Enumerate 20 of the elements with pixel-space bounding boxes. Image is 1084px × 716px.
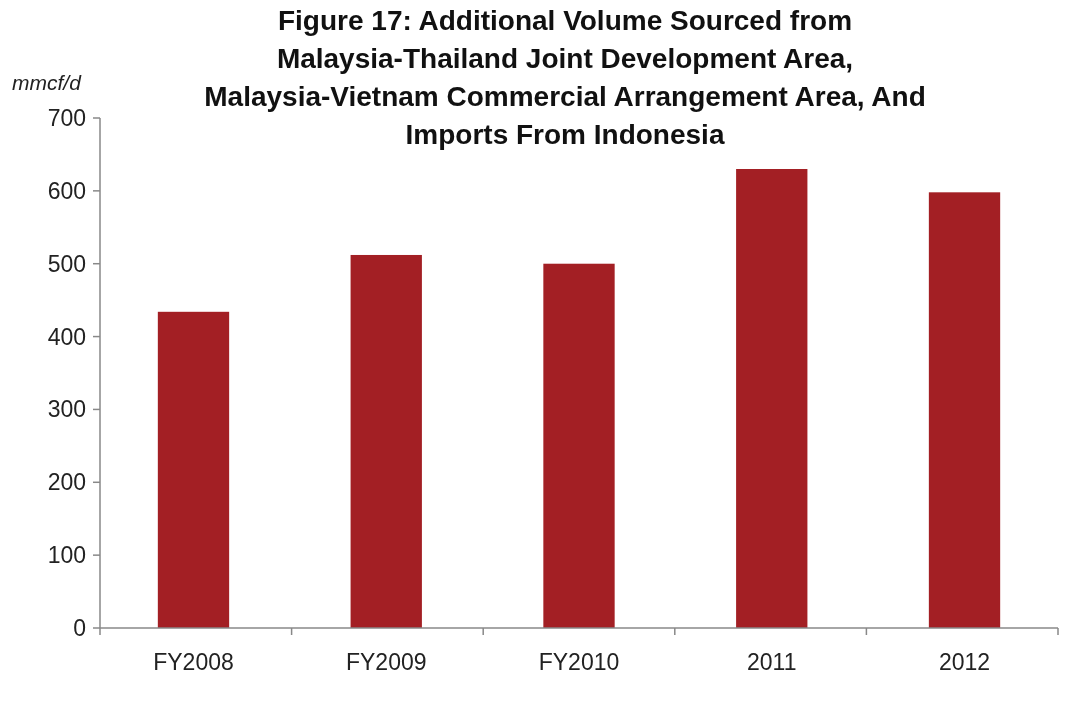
y-tick-label: 700 [47, 105, 86, 132]
x-tick-label: 2012 [938, 649, 991, 675]
x-tick-label: 2011 [747, 649, 797, 675]
x-tick-label: FY2009 [345, 649, 427, 675]
y-tick-label: 500 [47, 250, 86, 277]
x-tick-label: FY2010 [538, 649, 620, 675]
bar [350, 254, 422, 628]
y-axis-title: mmcf/d [12, 71, 83, 94]
chart-title: Figure 17: Additional Volume Sourced from Malaysia-Thailand Joint Development Area, Malaysia-Vietnam Commercial Arrangement Area, And Imports From Indonesia [204, 5, 926, 150]
bar [157, 311, 230, 628]
x-tick-label: FY2008 [153, 649, 234, 675]
y-tick-label: 300 [47, 396, 86, 423]
y-tick-label: 100 [47, 542, 86, 569]
y-tick-label: 600 [47, 177, 86, 204]
y-tick-label: 400 [47, 323, 86, 350]
y-tick-label: 200 [47, 469, 86, 496]
y-tick-label: 0 [73, 615, 86, 642]
bar [543, 263, 615, 628]
bar [928, 192, 1001, 628]
bar [736, 169, 808, 628]
